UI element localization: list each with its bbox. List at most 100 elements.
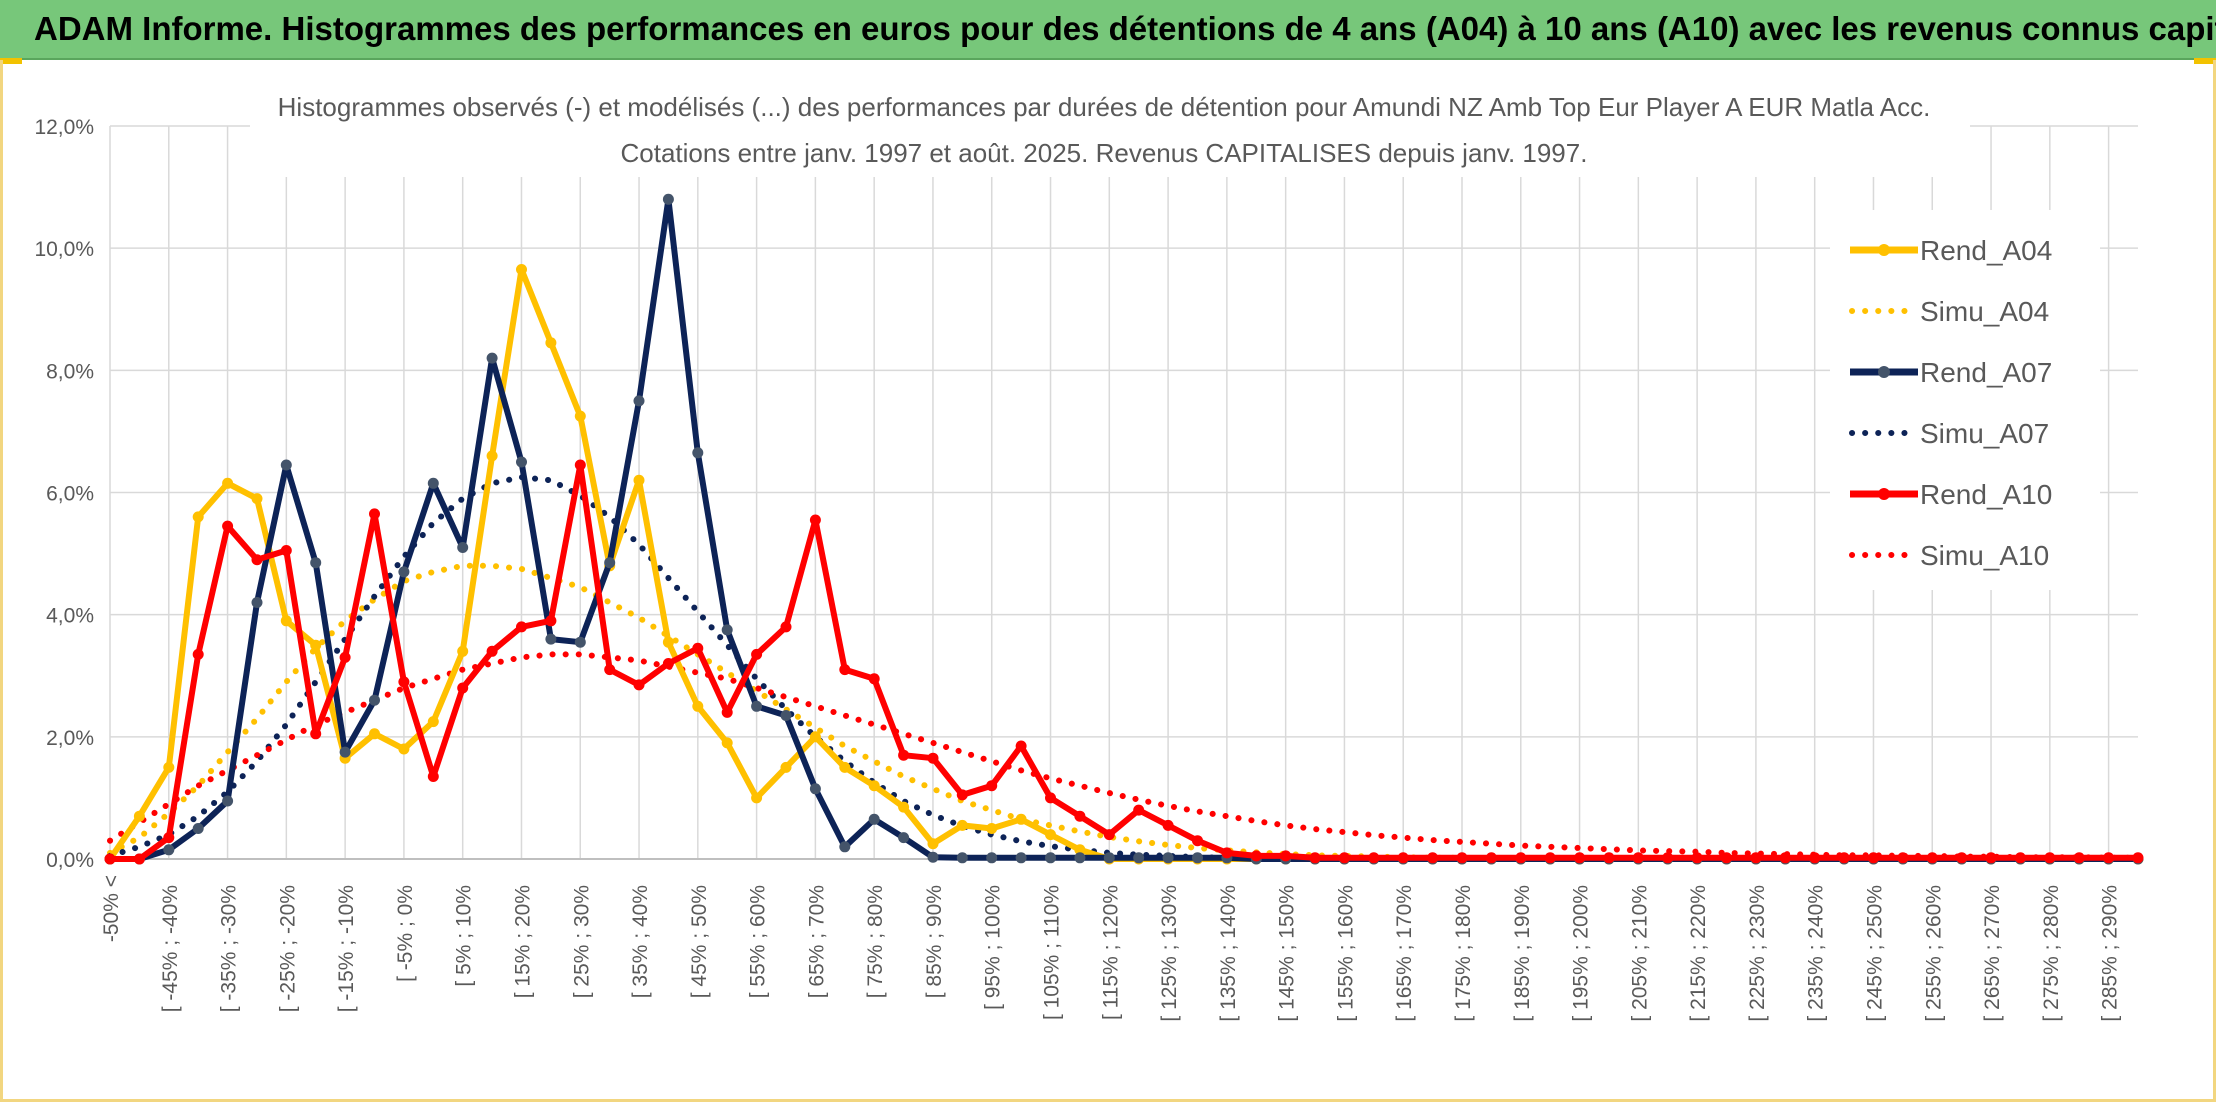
data-point	[369, 508, 380, 520]
y-tick-label: 10,0%	[34, 238, 94, 261]
data-point	[809, 783, 821, 795]
x-tick-label: [ 55% ; 60%	[747, 885, 770, 998]
data-point	[457, 645, 469, 657]
data-point	[1662, 852, 1674, 864]
corner-accent-right	[2194, 58, 2216, 64]
data-point	[633, 474, 645, 486]
data-point	[1368, 852, 1380, 864]
data-point	[427, 716, 439, 728]
data-point	[1897, 852, 1909, 864]
data-point	[1309, 852, 1321, 864]
data-point	[133, 853, 145, 865]
x-tick-label: [ 65% ; 70%	[805, 885, 828, 998]
data-point	[956, 819, 968, 831]
data-point	[662, 658, 674, 669]
data-point	[251, 554, 263, 566]
data-point	[1045, 852, 1056, 864]
x-tick-label: [ 165% ; 170%	[1393, 885, 1416, 1022]
legend-label: Simu_A04	[1920, 296, 2049, 327]
data-point	[1809, 852, 1821, 864]
legend-item-rend-a04: Rend_A04	[1850, 235, 2052, 266]
legend-marker	[1878, 244, 1890, 256]
title-background	[250, 85, 1970, 177]
legend-label: Simu_A10	[1920, 540, 2049, 571]
data-point	[633, 679, 645, 691]
x-tick-label: [ 105% ; 110%	[1041, 885, 1064, 1020]
y-tick-label: 4,0%	[46, 605, 94, 628]
data-point	[780, 621, 792, 633]
series-simu-a10	[107, 651, 2141, 861]
data-point	[1074, 810, 1086, 822]
data-point	[574, 636, 586, 648]
data-point	[839, 761, 851, 773]
data-point	[2103, 852, 2115, 864]
data-point	[163, 844, 175, 856]
data-point	[1838, 852, 1850, 864]
data-point	[692, 447, 704, 459]
data-point	[222, 477, 234, 489]
data-point	[398, 676, 410, 688]
data-point	[2132, 852, 2144, 864]
data-point	[545, 615, 557, 627]
x-tick-label: [ 255% ; 260%	[1922, 885, 1945, 1022]
data-point	[780, 710, 792, 721]
data-point	[457, 682, 469, 694]
x-tick-label: [ -35% ; -30%	[218, 885, 241, 1012]
x-tick-label: [ 195% ; 200%	[1570, 885, 1593, 1022]
legend-label: Rend_A10	[1920, 479, 2052, 510]
data-point	[310, 728, 322, 740]
data-point	[1133, 852, 1145, 864]
x-tick-label: [ 245% ; 250%	[1863, 885, 1886, 1022]
x-tick-label: [ 185% ; 190%	[1511, 885, 1534, 1022]
data-point	[1045, 829, 1056, 841]
data-point	[721, 624, 733, 636]
data-point	[721, 706, 733, 718]
data-point	[369, 728, 380, 740]
data-point	[1574, 852, 1586, 864]
data-point	[839, 841, 851, 853]
x-tick-label: [ 75% ; 80%	[864, 885, 887, 998]
legend-background	[1830, 210, 2100, 590]
x-tick-label: [ 205% ; 210%	[1628, 885, 1651, 1022]
data-point	[780, 761, 792, 773]
data-point	[868, 673, 880, 685]
data-point	[1045, 792, 1056, 804]
x-tick-label: [ 155% ; 160%	[1334, 885, 1357, 1022]
x-tick-label: [ -15% ; -10%	[335, 885, 358, 1012]
x-axis-tick-labels: -50% < [ -45% ; -40% [ -35% ; -30% [ -25% ;…	[100, 875, 2122, 1022]
legend-item-simu-a04: Simu_A04	[1849, 296, 2049, 327]
legend-label: Rend_A07	[1920, 357, 2052, 388]
data-point	[1985, 852, 1997, 864]
data-point	[280, 459, 292, 471]
data-point	[486, 352, 498, 364]
legend-item-rend-a10: Rend_A10	[1850, 479, 2052, 510]
chart-series	[104, 193, 2144, 865]
data-point	[251, 597, 263, 608]
data-point	[1750, 852, 1762, 864]
data-point	[339, 651, 351, 663]
y-tick-label: 8,0%	[46, 360, 94, 383]
y-axis-tick-labels: 0,0% 2,0% 4,0% 6,0% 8,0% 10,0% 12,0%	[34, 116, 94, 872]
data-point	[1133, 804, 1145, 816]
data-point	[516, 621, 527, 633]
data-point	[457, 542, 469, 553]
legend-label: Simu_A07	[1920, 418, 2049, 449]
data-point	[662, 193, 674, 205]
x-tick-label: [ 85% ; 90%	[923, 885, 946, 998]
data-point	[751, 648, 763, 660]
series-line-rend_a10	[110, 462, 2138, 862]
data-point	[1103, 852, 1115, 864]
data-point	[163, 832, 175, 844]
data-point	[251, 493, 263, 505]
data-point	[427, 771, 439, 782]
data-point	[163, 761, 175, 773]
data-point	[927, 838, 939, 850]
x-tick-label: [ 175% ; 180%	[1452, 885, 1475, 1022]
data-point	[516, 456, 527, 468]
y-tick-label: 0,0%	[46, 849, 94, 872]
data-point	[1544, 852, 1556, 864]
data-point	[956, 852, 968, 864]
data-point	[1515, 852, 1527, 864]
x-tick-label: [ 15% ; 20%	[511, 885, 534, 998]
series-simu-a04	[107, 562, 2141, 862]
